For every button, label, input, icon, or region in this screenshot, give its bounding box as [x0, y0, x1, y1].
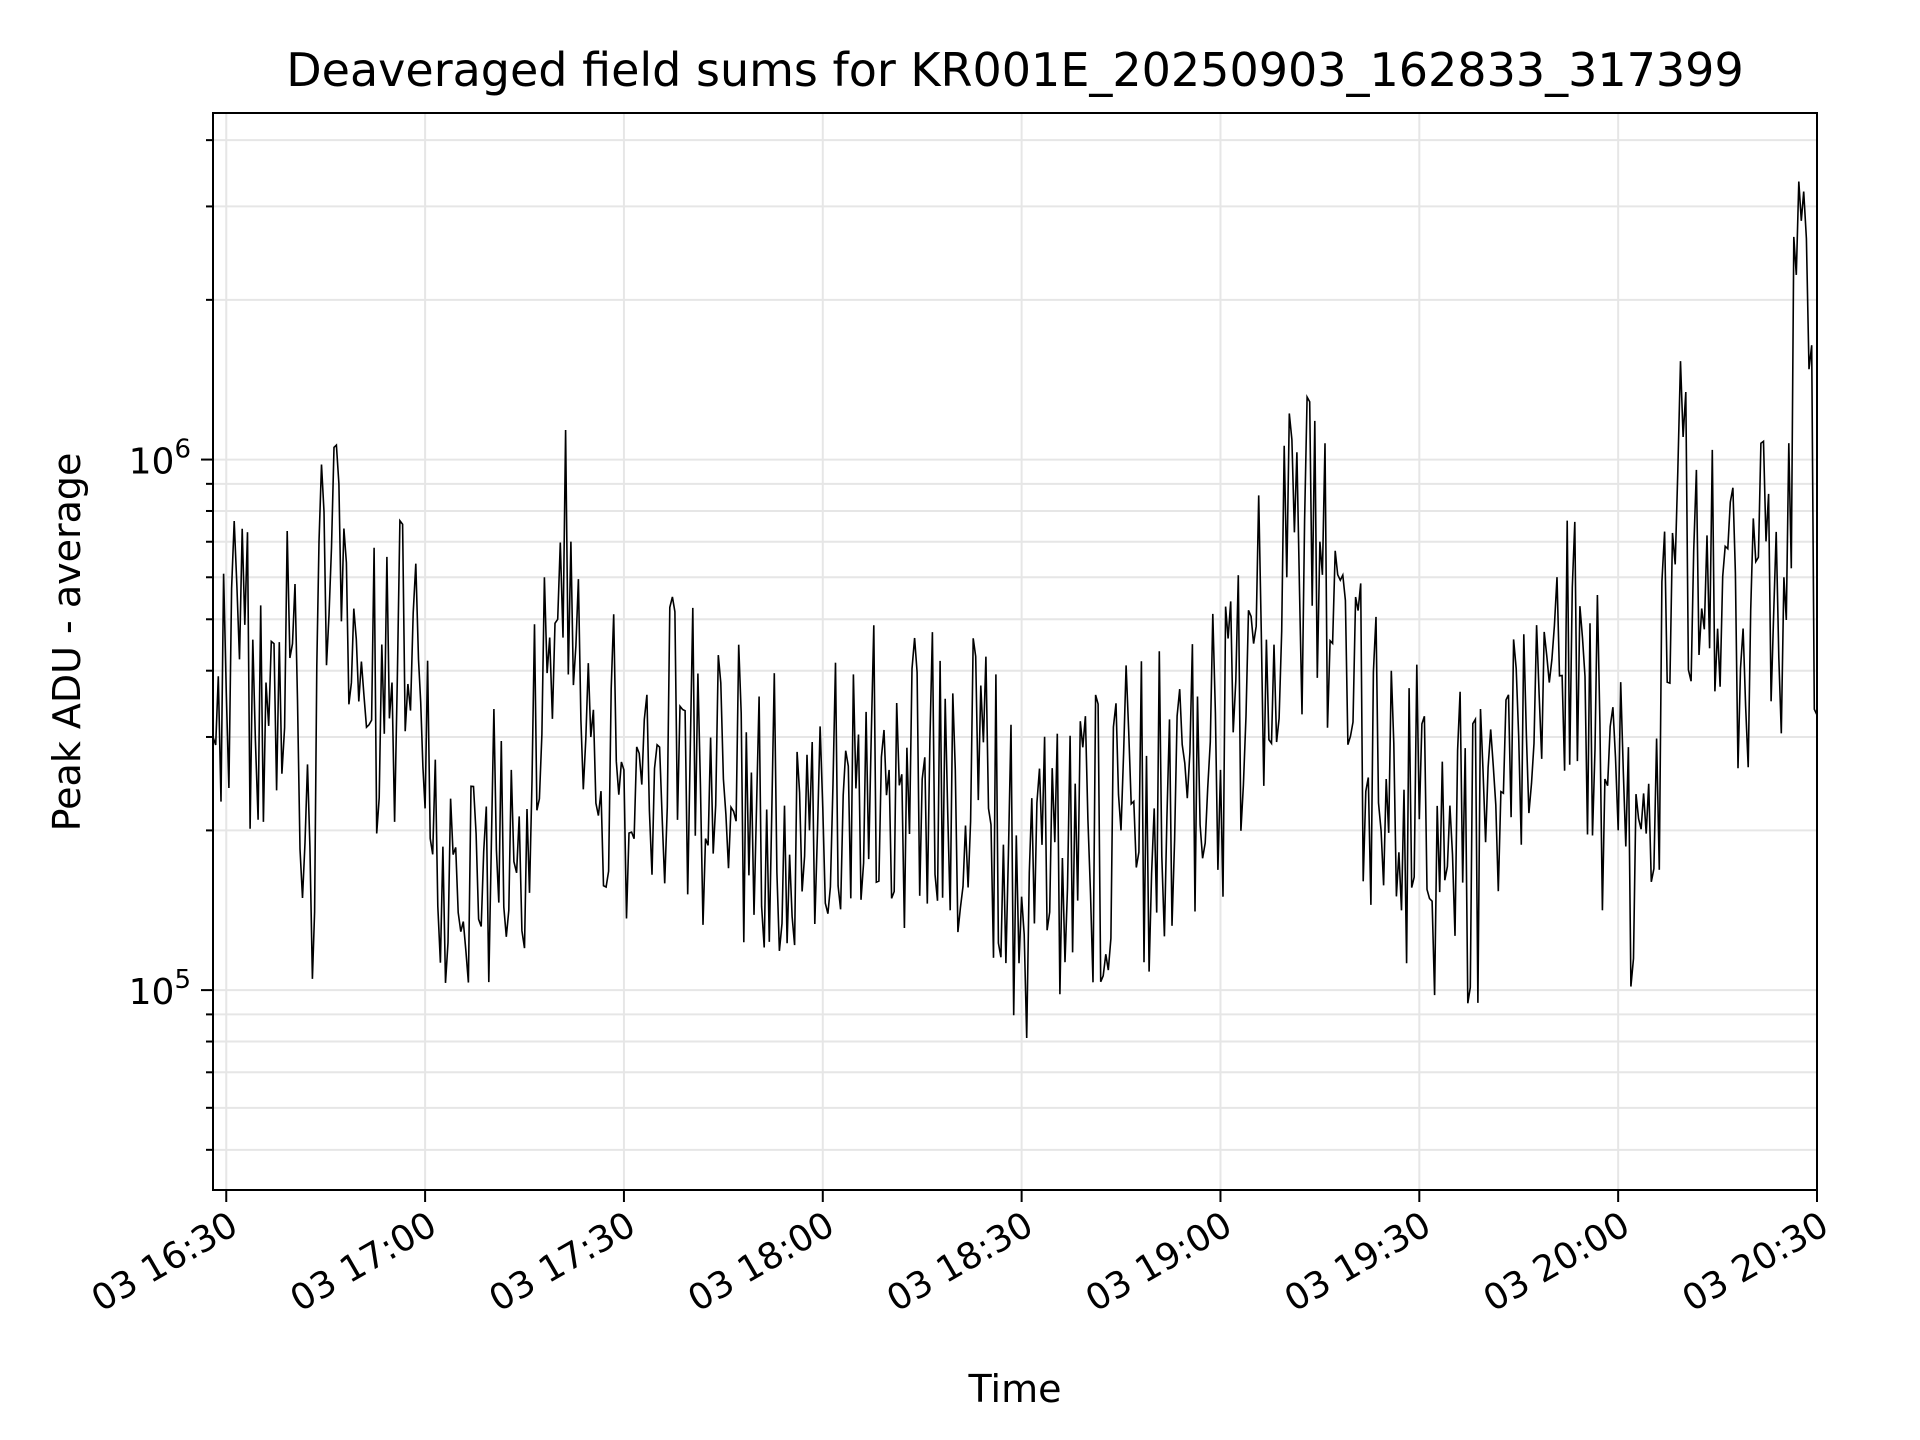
- y-axis-label: Peak ADU - average: [45, 453, 89, 832]
- plot-area: [212, 112, 1818, 1191]
- x-tick-label: 03 18:00: [681, 1204, 841, 1320]
- x-tick-label: 03 16:30: [85, 1204, 245, 1320]
- x-tick-label: 03 17:00: [284, 1204, 444, 1320]
- x-axis: 03 16:30 03 17:00 03 17:30 03 18:00 03 18:30…: [85, 1190, 1836, 1320]
- x-tick-label: 03 17:30: [483, 1204, 643, 1320]
- y-tick-label: 106: [129, 435, 191, 483]
- x-tick-label: 03 19:00: [1079, 1204, 1239, 1320]
- grid: [213, 113, 1818, 1190]
- y-tick-label: 105: [129, 965, 191, 1013]
- x-axis-label: Time: [968, 1367, 1062, 1411]
- x-tick-label: 03 20:00: [1477, 1204, 1637, 1320]
- chart-title: Deaveraged field sums for KR001E_2025090…: [286, 43, 1743, 97]
- series-line: [212, 181, 1818, 1039]
- y-axis: 105 106: [129, 139, 213, 1151]
- series-layer: [212, 181, 1818, 1039]
- x-tick-label: 03 18:30: [880, 1204, 1040, 1320]
- x-tick-label: 03 20:30: [1676, 1204, 1836, 1320]
- x-tick-label: 03 19:30: [1278, 1204, 1438, 1320]
